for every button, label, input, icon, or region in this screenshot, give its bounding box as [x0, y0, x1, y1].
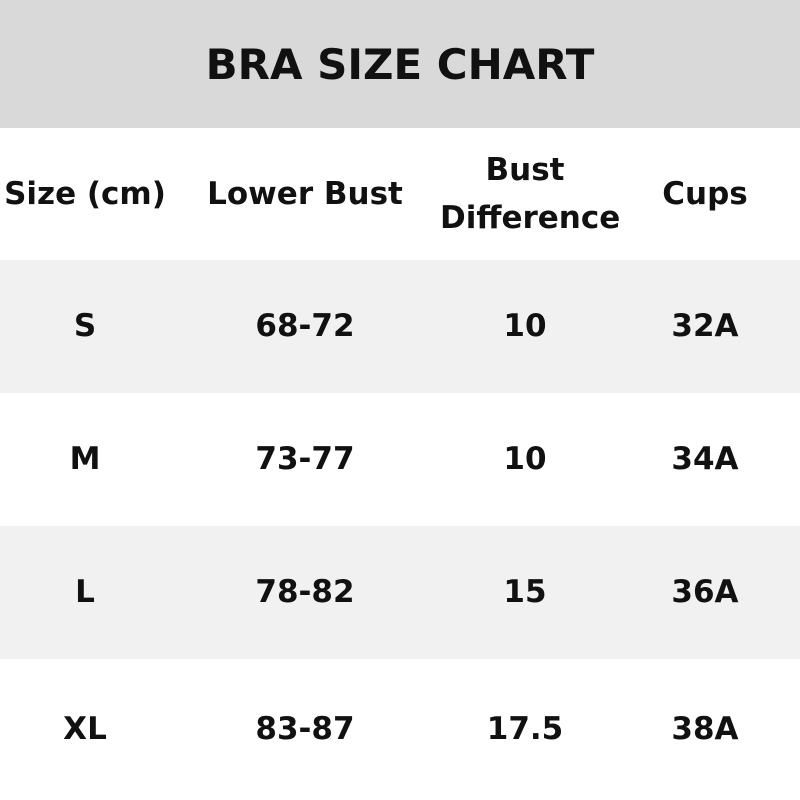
- table-row: S 68-72 10 32A: [0, 260, 800, 393]
- cell-bust-difference: 10: [503, 441, 547, 478]
- cell-cups: 36A: [671, 574, 739, 611]
- cell-size: L: [75, 574, 95, 611]
- table-row: L 78-82 15 36A: [0, 526, 800, 659]
- cell-cups: 38A: [671, 710, 739, 747]
- chart-title: BRA SIZE CHART: [0, 0, 800, 128]
- cell-lower-bust: 83-87: [255, 710, 355, 747]
- cell-size: M: [69, 441, 101, 478]
- cell-bust-difference: 10: [503, 308, 547, 345]
- table-row: XL 83-87 17.5 38A: [0, 659, 800, 799]
- cell-lower-bust: 73-77: [255, 441, 355, 478]
- cell-cups: 34A: [671, 441, 739, 478]
- table-row: M 73-77 10 34A: [0, 393, 800, 526]
- header-lower-bust: Lower Bust: [207, 175, 403, 212]
- cell-cups: 32A: [671, 308, 739, 345]
- table-header: Size (cm) Lower Bust Bust Difference Cup…: [0, 128, 800, 260]
- cell-bust-difference: 15: [503, 574, 547, 611]
- header-bust-difference-line2: Difference: [440, 200, 621, 236]
- cell-bust-difference: 17.5: [486, 710, 564, 747]
- cell-lower-bust: 68-72: [255, 308, 355, 345]
- cell-lower-bust: 78-82: [255, 574, 355, 611]
- header-bust-difference: Bust Difference: [440, 146, 621, 242]
- cell-size: S: [73, 308, 97, 345]
- header-size: Size (cm): [4, 175, 166, 212]
- cell-size: XL: [63, 710, 107, 747]
- header-bust-difference-line1: Bust: [485, 151, 565, 188]
- header-cups: Cups: [662, 175, 748, 212]
